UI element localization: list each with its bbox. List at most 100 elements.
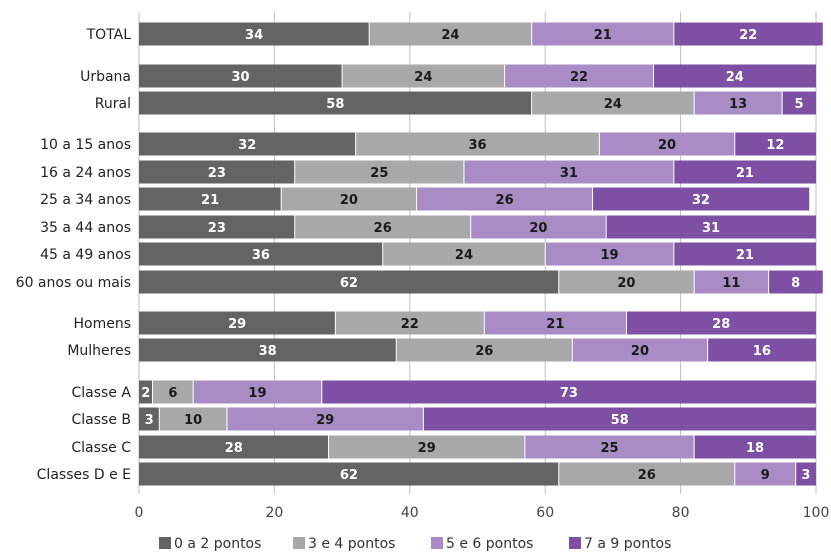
legend-label: 0 a 2 pontos bbox=[174, 536, 261, 552]
bar-segment bbox=[139, 435, 329, 459]
value-label: 36 bbox=[468, 138, 486, 153]
x-tick-label: 20 bbox=[265, 505, 283, 521]
bar-segment bbox=[592, 187, 810, 211]
value-label: 73 bbox=[560, 386, 578, 401]
value-label: 58 bbox=[326, 97, 344, 112]
legend-swatch bbox=[431, 537, 443, 549]
category-label: Urbana bbox=[80, 69, 131, 85]
category-labels: TOTAL Urbana Rural 10 a 15 anos 16 a 24 anos… bbox=[16, 27, 132, 483]
value-label: 26 bbox=[496, 193, 514, 208]
value-label: 29 bbox=[228, 317, 246, 332]
value-label: 18 bbox=[746, 441, 764, 456]
legend-swatch bbox=[159, 537, 171, 549]
x-tick-label: 100 bbox=[803, 505, 830, 521]
bar-segment bbox=[281, 187, 417, 211]
category-label: Classe A bbox=[72, 385, 132, 401]
value-label: 62 bbox=[340, 276, 358, 291]
bar-segment bbox=[294, 215, 471, 239]
bar-segment bbox=[531, 22, 674, 46]
bar-segment bbox=[653, 64, 816, 88]
value-label: 22 bbox=[401, 317, 419, 332]
value-label: 3 bbox=[801, 468, 810, 483]
value-label: 19 bbox=[248, 386, 266, 401]
bar-segment bbox=[416, 187, 593, 211]
bar-segment bbox=[707, 338, 816, 362]
bar-segment bbox=[355, 132, 600, 156]
bar-segment bbox=[768, 270, 823, 294]
bar-segment bbox=[673, 160, 816, 184]
value-label: 10 bbox=[184, 413, 202, 428]
value-label: 24 bbox=[455, 248, 473, 263]
value-label: 21 bbox=[594, 28, 612, 43]
bar-segment bbox=[328, 435, 525, 459]
value-label: 28 bbox=[225, 441, 243, 456]
bar-segment bbox=[734, 462, 796, 486]
category-label: Rural bbox=[95, 96, 131, 112]
value-label: 25 bbox=[370, 166, 388, 181]
value-label: 6 bbox=[168, 386, 177, 401]
bar-segment bbox=[673, 22, 823, 46]
bar-segment bbox=[139, 311, 336, 335]
bar-segment bbox=[139, 187, 282, 211]
value-label: 34 bbox=[245, 28, 263, 43]
value-label: 24 bbox=[726, 70, 744, 85]
bar-segment bbox=[470, 215, 607, 239]
value-label: 21 bbox=[736, 248, 754, 263]
bar-segment bbox=[599, 132, 735, 156]
value-label: 20 bbox=[340, 193, 358, 208]
value-label: 9 bbox=[761, 468, 770, 483]
bar-segment bbox=[159, 407, 228, 431]
legend-label: 3 e 4 pontos bbox=[308, 536, 395, 552]
x-tick-label: 40 bbox=[401, 505, 419, 521]
bar-segment bbox=[139, 407, 160, 431]
value-label: 24 bbox=[414, 70, 432, 85]
category-label: Mulheres bbox=[67, 343, 131, 359]
bar-segment bbox=[139, 462, 559, 486]
value-label: 23 bbox=[208, 166, 226, 181]
value-label: 20 bbox=[529, 221, 547, 236]
value-label: 26 bbox=[638, 468, 656, 483]
x-tick-label: 60 bbox=[536, 505, 554, 521]
bar-segment bbox=[558, 270, 695, 294]
value-label: 62 bbox=[340, 468, 358, 483]
bar-segment bbox=[139, 215, 295, 239]
bar-segment bbox=[795, 462, 816, 486]
value-label: 30 bbox=[232, 70, 250, 85]
value-label: 31 bbox=[702, 221, 720, 236]
value-label: 58 bbox=[611, 413, 629, 428]
bar-segment bbox=[139, 22, 370, 46]
value-label: 31 bbox=[560, 166, 578, 181]
bar-segment bbox=[369, 22, 532, 46]
legend-label: 5 e 6 pontos bbox=[446, 536, 533, 552]
value-label: 28 bbox=[712, 317, 730, 332]
bar-segment bbox=[342, 64, 505, 88]
value-label: 20 bbox=[631, 344, 649, 359]
bar-segment bbox=[139, 338, 397, 362]
value-label: 13 bbox=[729, 97, 747, 112]
category-label: Classe C bbox=[71, 440, 131, 456]
bar-segment bbox=[193, 380, 322, 404]
value-label: 36 bbox=[252, 248, 270, 263]
value-label: 29 bbox=[418, 441, 436, 456]
category-label: 10 a 15 anos bbox=[40, 137, 131, 153]
category-label: 45 a 49 anos bbox=[40, 247, 131, 263]
bar-segment bbox=[558, 462, 735, 486]
value-label: 25 bbox=[600, 441, 618, 456]
legend-swatch bbox=[569, 537, 581, 549]
category-label: TOTAL bbox=[86, 27, 132, 43]
bar-segment bbox=[484, 311, 627, 335]
bar-segment bbox=[294, 160, 464, 184]
value-label: 38 bbox=[259, 344, 277, 359]
bar-segment bbox=[423, 407, 816, 431]
category-label: 60 anos ou mais bbox=[16, 275, 131, 291]
bar-segment bbox=[227, 407, 424, 431]
bar-segment bbox=[463, 160, 674, 184]
bar-segment bbox=[572, 338, 708, 362]
value-label: 22 bbox=[739, 28, 757, 43]
bar-segment bbox=[139, 91, 532, 115]
x-tick-label: 0 bbox=[135, 505, 144, 521]
bar-segment bbox=[694, 435, 816, 459]
bar-segment bbox=[524, 435, 695, 459]
value-label: 3 bbox=[145, 413, 154, 428]
